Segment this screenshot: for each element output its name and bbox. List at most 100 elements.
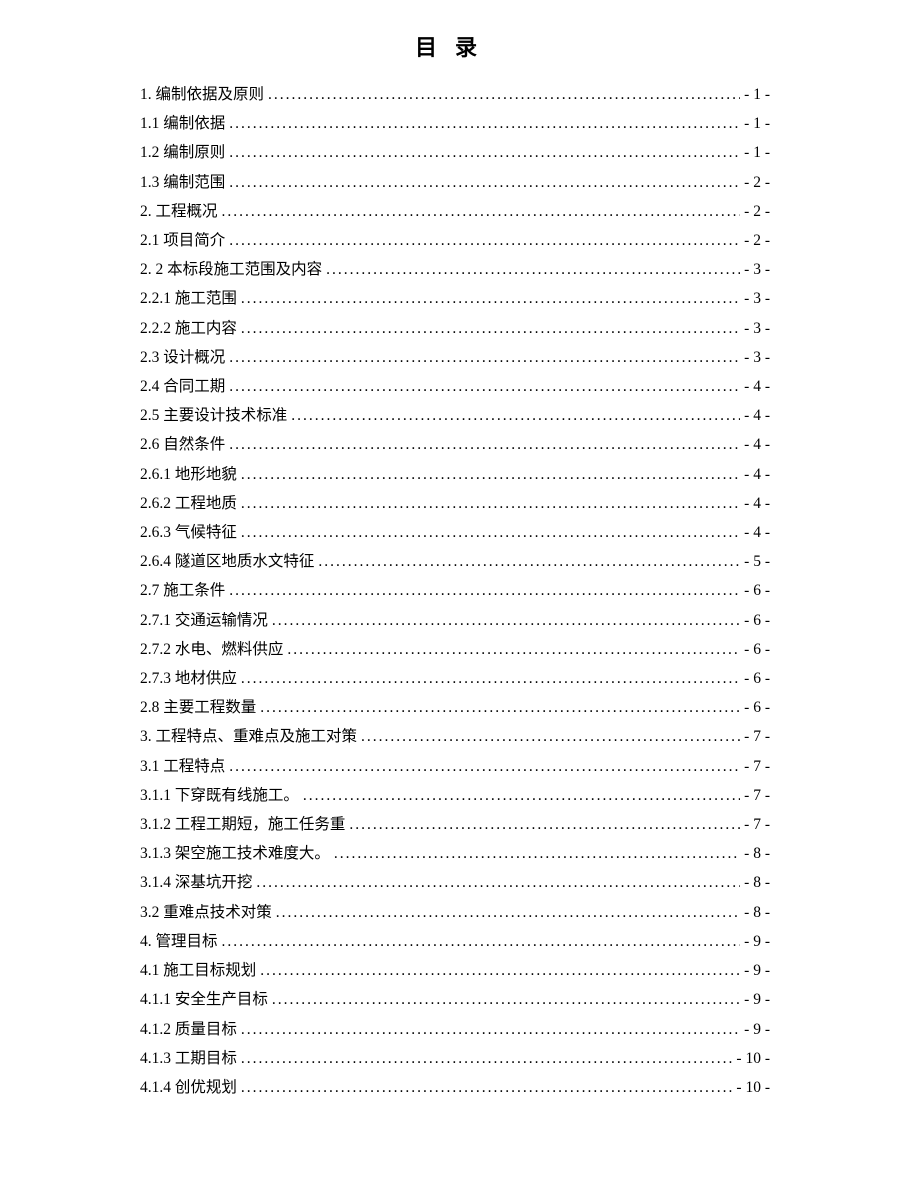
toc-dots: ........................................… [222, 197, 741, 226]
toc-entry: 2. 2 本标段施工范围及内容.........................… [140, 255, 770, 284]
toc-entry-page: - 5 - [744, 547, 770, 576]
toc-entry: 2.6.2 工程地质..............................… [140, 489, 770, 518]
toc-entry-label: 3.1 工程特点 [140, 752, 225, 781]
toc-entry-label: 3.1.2 工程工期短，施工任务重 [140, 810, 345, 839]
toc-dots: ........................................… [349, 810, 740, 839]
toc-dots: ........................................… [272, 606, 740, 635]
toc-entry-label: 2.7.2 水电、燃料供应 [140, 635, 283, 664]
toc-dots: ........................................… [326, 255, 740, 284]
toc-entry-page: - 7 - [744, 781, 770, 810]
toc-entry: 1.1 编制依据................................… [140, 109, 770, 138]
toc-entry-page: - 6 - [744, 606, 770, 635]
toc-dots: ........................................… [241, 664, 740, 693]
toc-entry: 3. 工程特点、重难点及施工对策 .......................… [140, 722, 770, 751]
toc-dots: ........................................… [260, 693, 740, 722]
toc-dots: ........................................… [291, 401, 740, 430]
toc-entry-label: 2.4 合同工期 [140, 372, 225, 401]
toc-entry-label: 4.1 施工目标规划 [140, 956, 256, 985]
toc-entry-page: - 9 - [744, 956, 770, 985]
toc-entry-label: 3.1.3 架空施工技术难度大。 [140, 839, 330, 868]
toc-entry-label: 2.7.3 地材供应 [140, 664, 237, 693]
toc-entry-label: 2.2.2 施工内容 [140, 314, 237, 343]
toc-entry: 4. 管理目标 ................................… [140, 927, 770, 956]
toc-entry-page: - 4 - [744, 460, 770, 489]
toc-entry-page: - 8 - [744, 839, 770, 868]
toc-entry-page: - 1 - [744, 109, 770, 138]
toc-dots: ........................................… [303, 781, 740, 810]
toc-dots: ........................................… [256, 868, 740, 897]
toc-entry: 3.1.4 深基坑开挖.............................… [140, 868, 770, 897]
toc-entry: 2.7.2 水电、燃料供应...........................… [140, 635, 770, 664]
toc-entry: 2.1 项目简介................................… [140, 226, 770, 255]
toc-entry-label: 3.1.1 下穿既有线施工。 [140, 781, 299, 810]
toc-entry: 4.1 施工目标规划..............................… [140, 956, 770, 985]
toc-entry-page: - 9 - [744, 985, 770, 1014]
table-of-contents: 1. 编制依据及原则 .............................… [140, 80, 770, 1102]
toc-entry: 4.1.1 安全生产目标............................… [140, 985, 770, 1014]
toc-dots: ........................................… [229, 343, 740, 372]
toc-entry-label: 2.6.2 工程地质 [140, 489, 237, 518]
toc-entry: 2. 工程概况 ................................… [140, 197, 770, 226]
toc-entry-label: 3. 工程特点、重难点及施工对策 [140, 722, 357, 751]
toc-entry: 3.1.3 架空施工技术难度大。........................… [140, 839, 770, 868]
toc-entry-label: 4.1.2 质量目标 [140, 1015, 237, 1044]
toc-entry-page: - 2 - [744, 197, 770, 226]
toc-entry-label: 4.1.3 工期目标 [140, 1044, 237, 1073]
toc-entry: 2.6 自然条件................................… [140, 430, 770, 459]
toc-entry: 3.1.1 下穿既有线施工。..........................… [140, 781, 770, 810]
toc-dots: ........................................… [229, 372, 740, 401]
toc-dots: ........................................… [229, 752, 740, 781]
toc-entry-page: - 1 - [744, 138, 770, 167]
toc-dots: ........................................… [229, 168, 740, 197]
toc-entry: 2.6.1 地形地貌..............................… [140, 460, 770, 489]
toc-dots: ........................................… [272, 985, 740, 1014]
toc-entry-label: 1. 编制依据及原则 [140, 80, 264, 109]
toc-entry-page: - 10 - [736, 1073, 770, 1102]
toc-entry-page: - 9 - [744, 1015, 770, 1044]
toc-dots: ........................................… [229, 576, 740, 605]
toc-entry-page: - 6 - [744, 693, 770, 722]
toc-entry-page: - 2 - [744, 226, 770, 255]
toc-dots: ........................................… [260, 956, 740, 985]
toc-entry: 2.7.1 交通运输情况............................… [140, 606, 770, 635]
toc-dots: ........................................… [229, 430, 740, 459]
toc-entry: 1. 编制依据及原则 .............................… [140, 80, 770, 109]
toc-entry-label: 2.3 设计概况 [140, 343, 225, 372]
toc-dots: ........................................… [287, 635, 740, 664]
toc-entry: 2.6.3 气候特征..............................… [140, 518, 770, 547]
toc-entry: 4.1.4 创优规划..............................… [140, 1073, 770, 1102]
toc-dots: ........................................… [241, 460, 740, 489]
toc-entry-label: 2.1 项目简介 [140, 226, 225, 255]
toc-entry-page: - 10 - [736, 1044, 770, 1073]
toc-entry-label: 2.5 主要设计技术标准 [140, 401, 287, 430]
toc-dots: ........................................… [222, 927, 741, 956]
toc-entry-page: - 4 - [744, 372, 770, 401]
toc-entry-page: - 6 - [744, 576, 770, 605]
toc-entry: 2.8 主要工程数量..............................… [140, 693, 770, 722]
toc-entry: 2.3 设计概况................................… [140, 343, 770, 372]
toc-entry-label: 2.7.1 交通运输情况 [140, 606, 268, 635]
toc-entry: 1.2 编制原则................................… [140, 138, 770, 167]
toc-dots: ........................................… [229, 226, 740, 255]
toc-entry-page: - 1 - [744, 80, 770, 109]
toc-entry: 2.2.1 施工范围..............................… [140, 284, 770, 313]
toc-entry-label: 3.2 重难点技术对策 [140, 898, 272, 927]
toc-dots: ........................................… [268, 80, 740, 109]
toc-dots: ........................................… [334, 839, 740, 868]
toc-dots: ........................................… [241, 1015, 740, 1044]
toc-entry-label: 2.8 主要工程数量 [140, 693, 256, 722]
toc-entry-label: 2.7 施工条件 [140, 576, 225, 605]
toc-dots: ........................................… [241, 314, 740, 343]
toc-entry-label: 2. 工程概况 [140, 197, 218, 226]
toc-dots: ........................................… [229, 109, 740, 138]
toc-entry-page: - 6 - [744, 664, 770, 693]
toc-entry: 3.1.2 工程工期短，施工任务重.......................… [140, 810, 770, 839]
toc-entry: 1.3 编制范围................................… [140, 168, 770, 197]
toc-entry-page: - 9 - [744, 927, 770, 956]
toc-entry: 2.4 合同工期................................… [140, 372, 770, 401]
toc-entry-page: - 7 - [744, 722, 770, 751]
toc-entry-label: 2. 2 本标段施工范围及内容 [140, 255, 322, 284]
toc-dots: ........................................… [276, 898, 740, 927]
toc-dots: ........................................… [241, 284, 740, 313]
toc-entry-page: - 4 - [744, 518, 770, 547]
